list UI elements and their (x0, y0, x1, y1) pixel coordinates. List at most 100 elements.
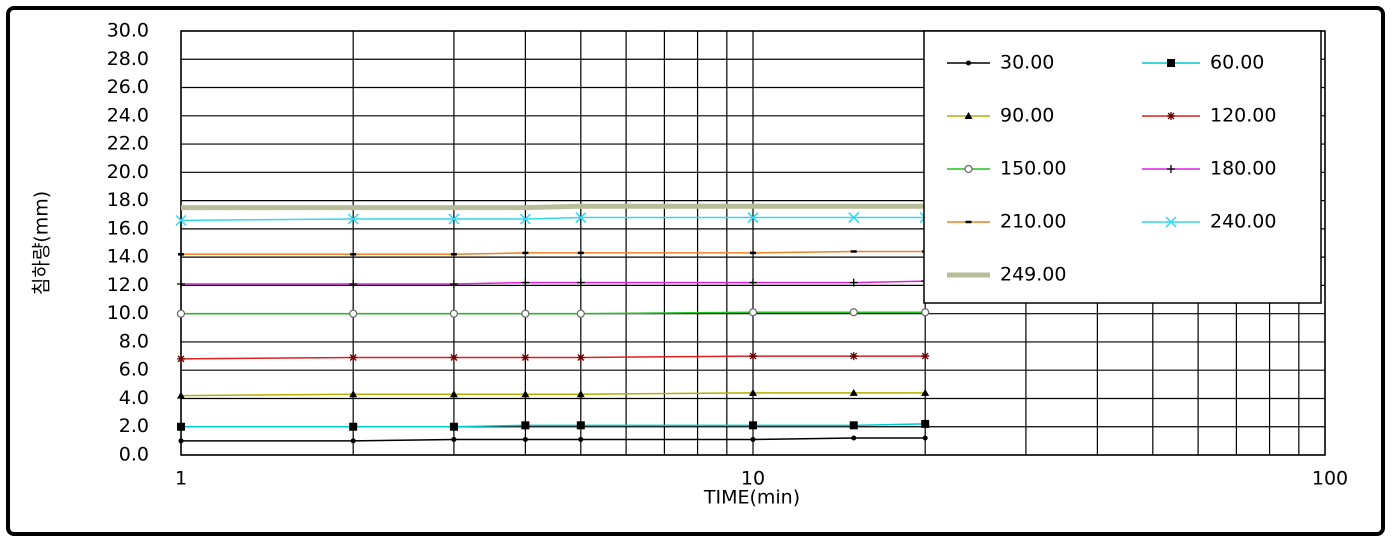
marker (849, 308, 858, 317)
y-tick-label: 12.0 (107, 274, 149, 296)
marker (576, 278, 585, 287)
series-line (181, 250, 926, 256)
marker (1167, 165, 1175, 173)
marker (966, 60, 971, 66)
legend-label: 210.00 (1000, 211, 1066, 233)
marker (576, 353, 585, 362)
marker (521, 278, 530, 287)
legend-label: 249.00 (1000, 264, 1066, 286)
y-tick-label: 16.0 (107, 217, 149, 239)
y-tick-label: 14.0 (107, 246, 149, 268)
legend-label: 60.00 (1210, 52, 1264, 74)
x-tick-label: 1 (175, 468, 187, 490)
legend-label: 90.00 (1000, 105, 1054, 127)
marker (522, 436, 528, 442)
marker (1165, 216, 1177, 228)
marker (349, 422, 358, 431)
y-tick-label: 28.0 (107, 48, 149, 70)
series-line (181, 203, 926, 211)
x-axis-label: TIME(min) (703, 487, 800, 509)
marker (575, 212, 587, 224)
y-tick-label: 22.0 (107, 133, 149, 155)
series-line (181, 311, 926, 315)
marker (921, 388, 930, 396)
y-tick-label: 0.0 (119, 444, 149, 466)
marker (448, 213, 460, 225)
series-line (181, 437, 926, 442)
marker (576, 309, 585, 318)
series-line (181, 280, 926, 285)
legend-label: 150.00 (1000, 158, 1066, 180)
marker (449, 422, 458, 431)
marker (177, 422, 185, 431)
marker (849, 388, 858, 396)
marker (849, 421, 858, 430)
marker (449, 309, 459, 318)
marker (349, 309, 358, 318)
y-tick-label: 30.0 (107, 20, 149, 42)
legend-label: 240.00 (1210, 211, 1276, 233)
marker (449, 279, 458, 288)
legend-label: 120.00 (1210, 105, 1276, 127)
marker (921, 352, 930, 361)
marker (349, 353, 358, 362)
y-tick-label: 18.0 (107, 189, 149, 211)
marker (849, 278, 858, 287)
marker (349, 390, 358, 398)
series-line (180, 216, 926, 222)
marker (964, 164, 973, 174)
y-tick-label: 8.0 (119, 330, 149, 352)
x-tick-label: 100 (1312, 468, 1348, 490)
marker (175, 214, 187, 226)
marker (449, 353, 458, 362)
y-tick-label: 26.0 (107, 76, 149, 98)
y-tick-label: 10.0 (107, 302, 149, 324)
y-tick-label: 24.0 (107, 104, 149, 126)
marker (747, 212, 759, 224)
marker (177, 391, 185, 399)
series-line (181, 423, 926, 428)
marker (177, 354, 185, 363)
y-tick-label: 2.0 (119, 415, 149, 437)
marker (849, 352, 858, 361)
marker (451, 436, 457, 442)
marker (851, 435, 857, 441)
marker (521, 421, 530, 430)
marker (922, 435, 928, 441)
marker (1167, 59, 1175, 67)
marker (748, 308, 758, 317)
marker (349, 279, 358, 288)
x-tick-label: 10 (741, 468, 765, 490)
marker (176, 309, 186, 318)
marker (347, 213, 359, 225)
y-tick-label: 4.0 (119, 387, 149, 409)
marker (576, 390, 585, 398)
legend-label: 30.00 (1000, 52, 1054, 74)
marker (578, 436, 584, 442)
marker (749, 278, 757, 287)
legend-box (923, 30, 1322, 304)
marker (1167, 112, 1175, 120)
marker (750, 436, 756, 442)
series-line (180, 392, 926, 397)
y-tick-label: 20.0 (107, 161, 149, 183)
series-line (180, 355, 926, 360)
marker (449, 390, 458, 398)
marker (964, 112, 973, 119)
marker (749, 421, 757, 430)
marker (521, 353, 530, 362)
marker (519, 213, 531, 225)
y-axis-label: 침하량(mm) (31, 191, 53, 295)
marker (521, 309, 530, 318)
marker (576, 421, 585, 430)
marker (178, 438, 184, 444)
marker (177, 279, 185, 288)
legend-label: 180.00 (1210, 158, 1276, 180)
marker (921, 419, 930, 428)
marker (350, 438, 356, 444)
marker (848, 212, 860, 224)
marker (749, 388, 757, 396)
marker (521, 390, 530, 398)
marker (921, 308, 930, 317)
